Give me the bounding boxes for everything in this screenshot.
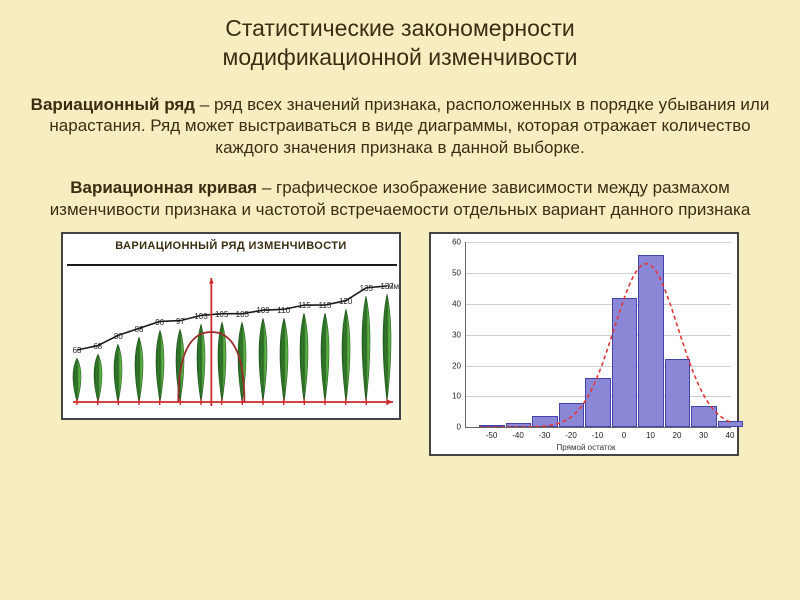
- x-tick: -20: [565, 431, 577, 440]
- leaf-value: 135: [360, 284, 373, 293]
- grid-line: [466, 304, 731, 305]
- y-tick: 0: [437, 423, 461, 432]
- leaf-value: 96: [155, 318, 164, 327]
- x-tick: 20: [673, 431, 682, 440]
- leaf-value: 103: [194, 312, 207, 321]
- leaf-value: 80: [114, 332, 123, 341]
- term-1: Вариационный ряд: [31, 95, 195, 114]
- leaf-value: 105: [215, 310, 228, 319]
- grid-line: [466, 335, 731, 336]
- hist-bar: [718, 421, 743, 427]
- hist-bar: [665, 359, 690, 427]
- y-tick: 20: [437, 361, 461, 370]
- hist-bar: [585, 378, 610, 427]
- leaf-value: 115: [319, 301, 332, 310]
- leaf-icon: [214, 322, 230, 402]
- slide: Статистические закономерности модификаци…: [0, 0, 800, 600]
- x-tick: 0: [622, 431, 626, 440]
- figures-row: ВАРИАЦИОННЫЙ РЯД ИЗМЕНЧИВОСТИ 63: [26, 232, 774, 590]
- leaf-value: 97: [176, 317, 185, 326]
- term-2: Вариационная кривая: [70, 178, 257, 197]
- paragraph-variation-series: Вариационный ряд – ряд всех значений при…: [30, 94, 770, 159]
- x-tick: -10: [592, 431, 604, 440]
- leaf-icon: [172, 329, 188, 402]
- paragraph-variation-curve: Вариационная кривая – графическое изобра…: [30, 177, 770, 221]
- hist-bar: [559, 403, 584, 428]
- hist-bar: [638, 255, 663, 428]
- leaf-icon: [193, 324, 209, 403]
- leaf-icon: [110, 344, 126, 403]
- leaf-value: 110: [277, 306, 290, 315]
- grid-line: [466, 242, 731, 243]
- leaf-icon: [379, 294, 395, 402]
- leaf-icon: [255, 318, 271, 402]
- hist-plot: [465, 242, 731, 428]
- hist-bar: [532, 416, 557, 427]
- x-tick: 30: [699, 431, 708, 440]
- x-tick: -40: [512, 431, 524, 440]
- leaf-icon: [69, 358, 85, 402]
- leaf-icon: [276, 318, 292, 403]
- hist-bar: [612, 298, 637, 428]
- hist-bar: [691, 406, 716, 428]
- leaf-icon: [358, 296, 374, 402]
- leaf-icon: [317, 313, 333, 402]
- leaf-icon: [296, 313, 312, 402]
- leaf-chart-title: ВАРИАЦИОННЫЙ РЯД ИЗМЕНЧИВОСТИ: [67, 240, 395, 252]
- leaf-value: 109: [256, 306, 269, 315]
- hist-area: Прямой остаток 0 10 20 30 40 50 60 -50 -40 -30 -20…: [435, 238, 737, 452]
- leaf-value: 115: [298, 301, 311, 310]
- grid-line: [466, 366, 731, 367]
- histogram-chart: Прямой остаток 0 10 20 30 40 50 60 -50 -40 -30 -20…: [429, 232, 739, 456]
- grid-line: [466, 273, 731, 274]
- y-tick: 10: [437, 392, 461, 401]
- leaf-icon: [338, 309, 354, 402]
- leaf-value: 63: [73, 346, 82, 355]
- leaf-icon: [234, 322, 250, 402]
- stem-line: [67, 264, 397, 266]
- x-tick: 40: [726, 431, 735, 440]
- unit-label: мм: [388, 282, 399, 291]
- leaf-value: 120: [339, 297, 352, 306]
- x-tick: -50: [486, 431, 498, 440]
- x-tick: -30: [539, 431, 551, 440]
- leaf-icon: [90, 354, 106, 402]
- slide-title: Статистические закономерности модификаци…: [26, 14, 774, 72]
- y-tick: 30: [437, 330, 461, 339]
- leaf-value: 105: [236, 310, 249, 319]
- hist-bar: [479, 425, 504, 427]
- leaves-row: 63 68 80: [67, 256, 397, 414]
- y-tick: 50: [437, 269, 461, 278]
- leaf-value: 88: [135, 325, 144, 334]
- y-tick: 40: [437, 299, 461, 308]
- leaf-icon: [152, 330, 168, 403]
- hist-xlabel: Прямой остаток: [435, 443, 737, 452]
- y-tick: 60: [437, 238, 461, 247]
- leaf-value: 68: [93, 342, 102, 351]
- hist-bar: [506, 423, 531, 428]
- leaf-icon: [131, 337, 147, 403]
- x-tick: 10: [646, 431, 655, 440]
- leaf-variation-chart: ВАРИАЦИОННЫЙ РЯД ИЗМЕНЧИВОСТИ 63: [61, 232, 401, 420]
